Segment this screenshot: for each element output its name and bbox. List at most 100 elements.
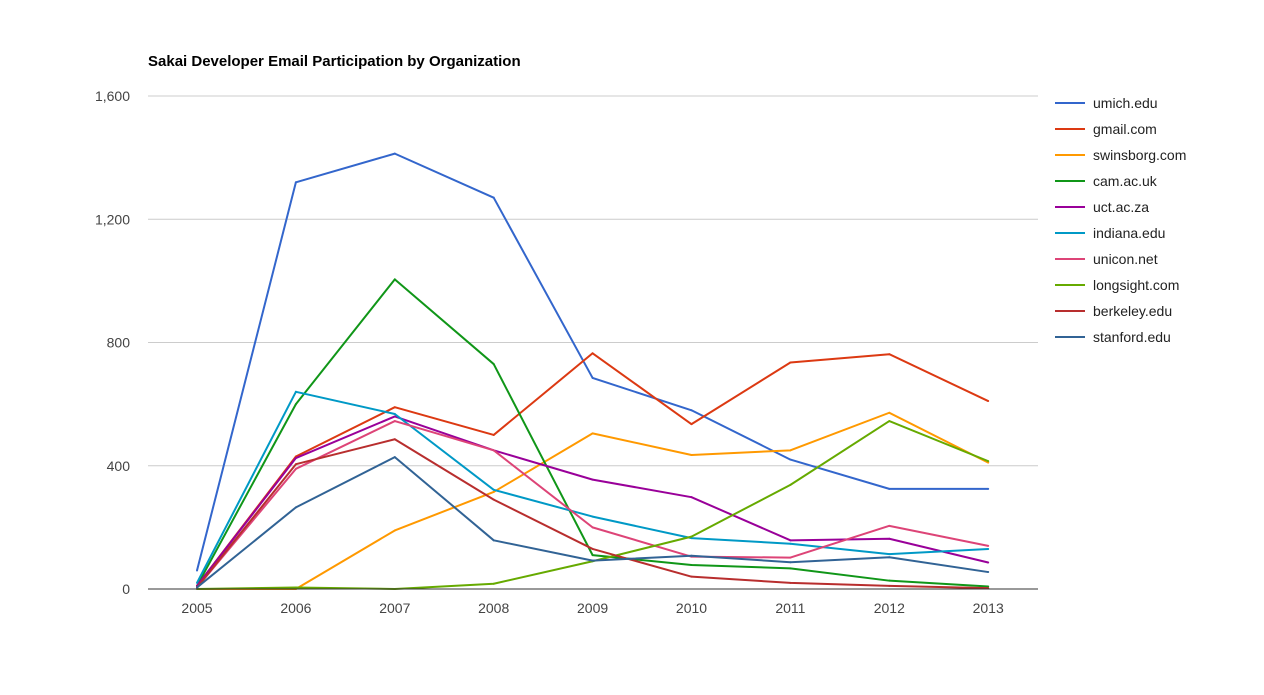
x-tick-label: 2010 bbox=[676, 600, 707, 616]
series-line bbox=[197, 411, 989, 590]
data-point bbox=[987, 571, 990, 574]
series-berkeley-edu bbox=[196, 438, 990, 590]
series-umich-edu bbox=[196, 152, 990, 572]
x-tick-label: 2008 bbox=[478, 600, 509, 616]
data-point bbox=[591, 526, 594, 529]
legend-label: longsight.com bbox=[1093, 277, 1179, 293]
data-point bbox=[196, 581, 198, 584]
x-tick-label: 2012 bbox=[874, 600, 905, 616]
legend-item: stanford.edu bbox=[1055, 329, 1171, 345]
x-tick-label: 2006 bbox=[280, 600, 311, 616]
data-point bbox=[789, 539, 792, 542]
data-point bbox=[591, 554, 594, 557]
data-point bbox=[591, 515, 594, 518]
legend-item: gmail.com bbox=[1055, 121, 1157, 137]
data-point bbox=[393, 420, 396, 423]
data-point bbox=[888, 584, 891, 587]
data-point bbox=[888, 353, 891, 356]
gridlines bbox=[148, 95, 1038, 467]
data-point bbox=[789, 581, 792, 584]
legend-label: cam.ac.uk bbox=[1093, 173, 1158, 189]
data-point bbox=[789, 483, 792, 486]
data-point bbox=[294, 403, 297, 406]
data-point bbox=[196, 586, 198, 589]
legend-label: umich.edu bbox=[1093, 95, 1158, 111]
data-point bbox=[789, 561, 792, 564]
x-tick-label: 2007 bbox=[379, 600, 410, 616]
data-point bbox=[294, 467, 297, 470]
data-point bbox=[987, 585, 990, 588]
data-point bbox=[294, 181, 297, 184]
x-tick-label: 2005 bbox=[181, 600, 212, 616]
data-point bbox=[591, 478, 594, 481]
data-point bbox=[987, 544, 990, 547]
x-tick-label: 2009 bbox=[577, 600, 608, 616]
data-point bbox=[591, 547, 594, 550]
x-tick-label: 2011 bbox=[775, 600, 805, 616]
data-point bbox=[789, 458, 792, 461]
series-indiana-edu bbox=[196, 390, 990, 584]
data-point bbox=[789, 449, 792, 452]
legend-item: swinsborg.com bbox=[1055, 147, 1186, 163]
data-point bbox=[987, 461, 990, 464]
legend-item: berkeley.edu bbox=[1055, 303, 1172, 319]
data-point bbox=[492, 488, 495, 491]
legend: umich.edu gmail.com swinsborg.com cam.ac.uk… bbox=[1055, 95, 1186, 345]
data-point bbox=[492, 449, 495, 452]
data-point bbox=[492, 490, 495, 493]
data-point bbox=[492, 582, 495, 585]
data-point bbox=[690, 554, 693, 557]
data-point bbox=[591, 376, 594, 379]
data-point bbox=[492, 196, 495, 199]
data-point bbox=[591, 559, 594, 562]
data-point bbox=[888, 537, 891, 540]
data-point bbox=[492, 433, 495, 436]
data-point bbox=[690, 575, 693, 578]
data-point bbox=[591, 432, 594, 435]
data-point bbox=[987, 460, 990, 463]
legend-item: longsight.com bbox=[1055, 277, 1179, 293]
data-point bbox=[987, 487, 990, 490]
x-tick-label: 2013 bbox=[973, 600, 1004, 616]
legend-item: unicon.net bbox=[1055, 251, 1158, 267]
data-point bbox=[393, 415, 396, 418]
series-stanford-edu bbox=[196, 456, 990, 589]
data-point bbox=[987, 547, 990, 550]
legend-item: uct.ac.za bbox=[1055, 199, 1149, 215]
legend-label: stanford.edu bbox=[1093, 329, 1171, 345]
data-point bbox=[393, 456, 396, 459]
data-point bbox=[789, 361, 792, 364]
y-tick-label: 1,200 bbox=[95, 211, 130, 227]
series-line bbox=[196, 438, 989, 590]
data-point bbox=[393, 412, 396, 415]
x-axis-ticks: 2005 2006 2007 2008 2009 2010 2011 2012 2013 bbox=[181, 600, 1004, 616]
series-lines bbox=[196, 152, 990, 590]
data-point bbox=[492, 363, 495, 366]
data-point bbox=[393, 406, 396, 409]
legend-label: uct.ac.za bbox=[1093, 199, 1149, 215]
data-point bbox=[690, 409, 693, 412]
y-tick-label: 400 bbox=[107, 458, 131, 474]
series-line bbox=[196, 152, 989, 571]
series-unicon-net bbox=[196, 420, 990, 589]
data-point bbox=[196, 569, 198, 572]
data-point bbox=[690, 453, 693, 456]
data-point bbox=[294, 586, 297, 589]
data-point bbox=[888, 524, 891, 527]
legend-label: swinsborg.com bbox=[1093, 147, 1186, 163]
y-tick-label: 0 bbox=[122, 581, 130, 597]
data-point bbox=[294, 463, 297, 466]
data-point bbox=[888, 553, 891, 556]
series-line bbox=[196, 352, 989, 587]
series-line bbox=[196, 456, 989, 589]
legend-label: unicon.net bbox=[1093, 251, 1158, 267]
legend-item: cam.ac.uk bbox=[1055, 173, 1158, 189]
data-point bbox=[393, 529, 396, 532]
data-point bbox=[690, 535, 693, 538]
data-point bbox=[888, 556, 891, 559]
data-point bbox=[987, 561, 990, 564]
data-point bbox=[393, 152, 396, 155]
legend-label: gmail.com bbox=[1093, 121, 1157, 137]
data-point bbox=[393, 438, 396, 441]
